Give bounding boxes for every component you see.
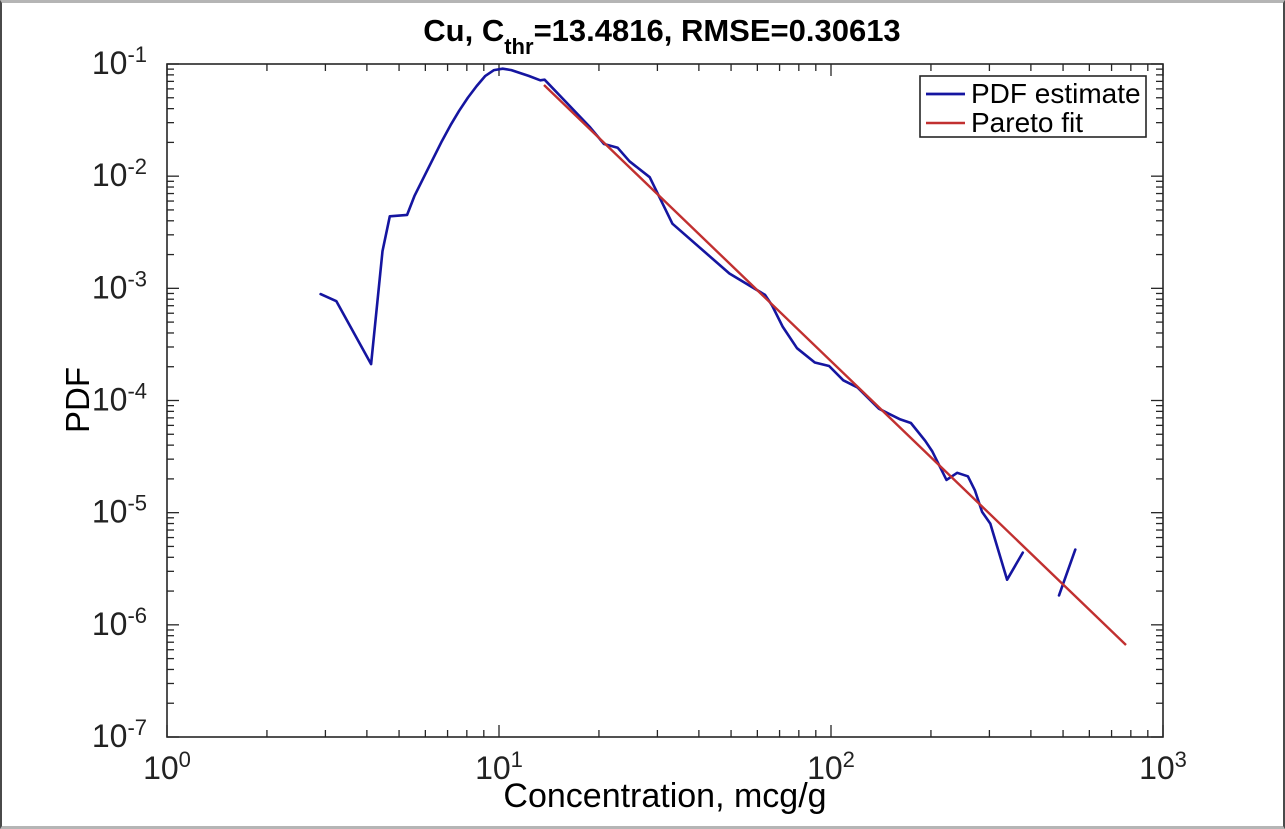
svg-text:PDF estimate: PDF estimate: [971, 78, 1141, 109]
svg-text:10-4: 10-4: [92, 378, 147, 418]
svg-text:103: 103: [1139, 747, 1187, 787]
svg-text:100: 100: [143, 747, 191, 787]
svg-text:10-3: 10-3: [92, 266, 147, 306]
svg-text:10-6: 10-6: [92, 602, 147, 642]
svg-text:Concentration, mcg/g: Concentration, mcg/g: [503, 777, 826, 815]
svg-text:PDF: PDF: [59, 367, 96, 433]
svg-text:10-7: 10-7: [92, 715, 147, 755]
svg-text:Pareto fit: Pareto fit: [971, 107, 1083, 138]
svg-text:10-5: 10-5: [92, 490, 147, 530]
svg-text:10-1: 10-1: [92, 42, 147, 82]
svg-text:10-2: 10-2: [92, 154, 147, 194]
svg-text:Cu, Cthr=13.4816, RMSE=0.30613: Cu, Cthr=13.4816, RMSE=0.30613: [423, 13, 900, 59]
